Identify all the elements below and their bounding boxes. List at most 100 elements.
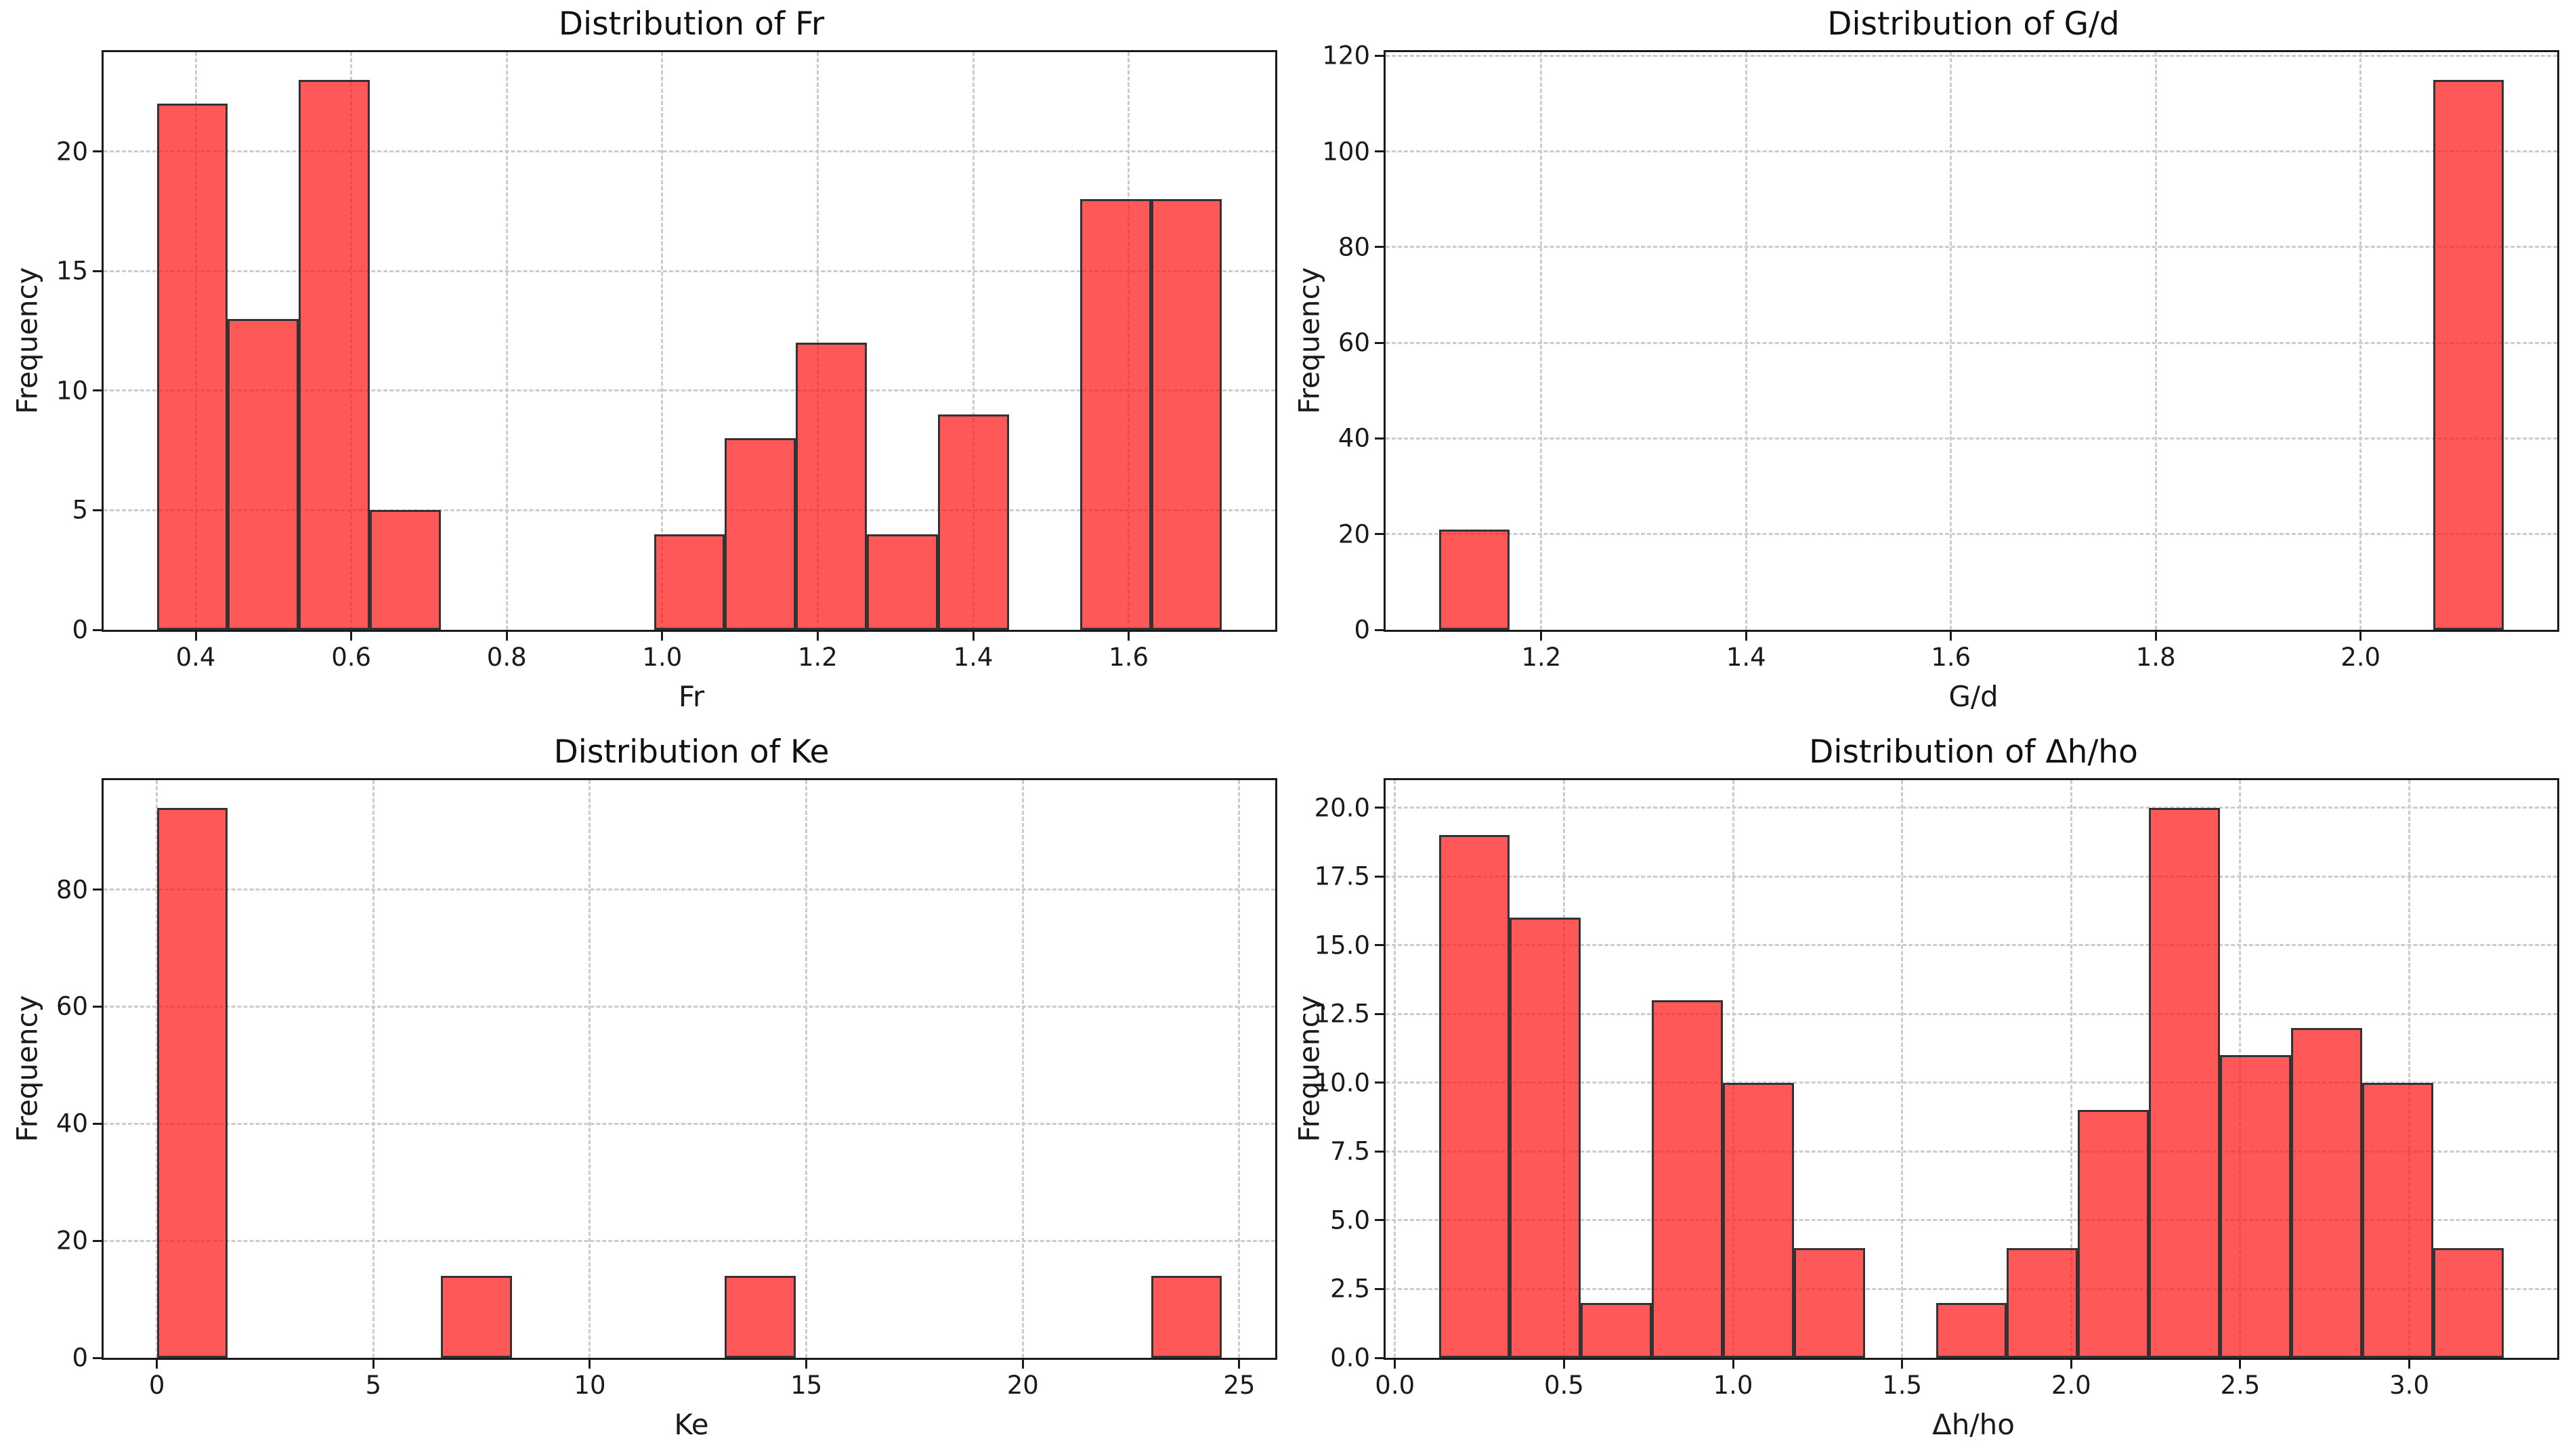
y-tick-mark — [93, 888, 102, 891]
histogram-bar — [1936, 1302, 2007, 1358]
x-tick-mark — [816, 632, 819, 641]
gridline-horizontal — [104, 389, 1275, 392]
y-tick-mark — [93, 150, 102, 153]
x-tick-mark — [2359, 632, 2362, 641]
histogram-bar — [1438, 529, 1510, 630]
gridline-horizontal — [1386, 1219, 2557, 1222]
y-tick-mark — [1375, 437, 1384, 440]
gridline-vertical — [1540, 52, 1543, 630]
y-tick-label: 20 — [56, 1226, 88, 1256]
gridline-horizontal — [104, 1239, 1275, 1242]
x-tick-mark — [1732, 1360, 1734, 1369]
histogram-bar — [867, 534, 938, 630]
x-tick-label: 2.5 — [2220, 1371, 2261, 1400]
gridline-vertical — [1238, 780, 1241, 1358]
gridline-horizontal — [1386, 1082, 2557, 1084]
histogram-bar — [156, 807, 228, 1358]
y-tick-mark — [1375, 1287, 1384, 1290]
gridline-vertical — [2154, 52, 2157, 630]
y-tick-label: 0 — [72, 615, 88, 645]
y-axis-label: Frequency — [10, 267, 44, 414]
x-tick-label: 15 — [790, 1371, 823, 1400]
y-tick-label: 20 — [56, 137, 88, 167]
x-tick-label: 0.0 — [1375, 1371, 1415, 1400]
x-tick-label: 0 — [148, 1371, 165, 1400]
x-tick-mark — [1128, 632, 1130, 641]
y-tick-label: 10 — [56, 376, 88, 406]
y-tick-label: 40 — [1338, 423, 1370, 453]
x-tick-mark — [1238, 1360, 1241, 1369]
x-tick-mark — [156, 1360, 158, 1369]
y-tick-mark — [1375, 1356, 1384, 1359]
gridline-vertical — [816, 52, 819, 630]
histogram-bar — [1793, 1247, 1865, 1358]
y-tick-label: 5 — [72, 495, 88, 525]
gridline-vertical — [1021, 780, 1024, 1358]
gridline-vertical — [1950, 52, 1952, 630]
histogram-bar — [796, 343, 868, 630]
histogram-bar — [725, 1276, 796, 1358]
histogram-bar — [370, 510, 442, 630]
y-tick-label: 12.5 — [1314, 999, 1370, 1029]
histogram-bar — [725, 438, 796, 630]
y-tick-mark — [1375, 628, 1384, 631]
y-tick-mark — [93, 628, 102, 631]
x-tick-mark — [1540, 632, 1543, 641]
x-axis-label: Δh/ho — [1932, 1408, 2015, 1441]
histogram-bar — [2433, 79, 2504, 630]
x-tick-mark — [2408, 1360, 2411, 1369]
x-tick-mark — [505, 632, 508, 641]
histogram-bar — [654, 534, 725, 630]
y-tick-label: 60 — [56, 991, 88, 1021]
y-tick-label: 20 — [1338, 519, 1370, 549]
y-tick-label: 0 — [72, 1343, 88, 1373]
histogram-bar — [2433, 1247, 2504, 1358]
x-tick-label: 1.6 — [1931, 643, 1971, 672]
x-tick-label: 1.8 — [2135, 643, 2176, 672]
histogram-bar — [299, 79, 370, 630]
x-tick-mark — [2070, 1360, 2072, 1369]
gridline-horizontal — [1386, 1150, 2557, 1153]
gridline-vertical — [661, 52, 664, 630]
gridline-horizontal — [1386, 1012, 2557, 1015]
plot-area — [102, 50, 1277, 632]
x-tick-mark — [2239, 1360, 2242, 1369]
y-tick-mark — [1375, 246, 1384, 249]
gridline-horizontal — [104, 150, 1275, 153]
y-tick-label: 0.0 — [1330, 1343, 1370, 1373]
histogram-bar — [156, 103, 228, 630]
y-tick-label: 120 — [1322, 41, 1370, 70]
chart-title: Distribution of Ke — [553, 733, 830, 771]
y-tick-mark — [93, 1239, 102, 1242]
x-tick-label: 0.8 — [486, 643, 527, 672]
x-tick-label: 0.5 — [1543, 1371, 1584, 1400]
y-tick-label: 100 — [1322, 137, 1370, 167]
x-tick-mark — [661, 632, 664, 641]
gridline-vertical — [505, 52, 508, 630]
y-tick-mark — [1375, 944, 1384, 947]
x-tick-mark — [194, 632, 197, 641]
x-tick-mark — [1901, 1360, 1904, 1369]
histogram-bar — [441, 1276, 512, 1358]
y-tick-mark — [93, 1005, 102, 1008]
x-tick-label: 0.4 — [175, 643, 216, 672]
x-tick-label: 20 — [1006, 1371, 1039, 1400]
chart-ke: Distribution of Ke Frequency Ke 0 20 40 60 8… — [0, 728, 1282, 1456]
y-tick-mark — [1375, 1012, 1384, 1015]
plot-area — [102, 778, 1277, 1360]
x-axis-label: Fr — [678, 680, 705, 713]
gridline-horizontal — [104, 888, 1275, 891]
y-tick-mark — [1375, 54, 1384, 57]
gridline-vertical — [2070, 780, 2072, 1358]
gridline-horizontal — [1386, 341, 2557, 344]
y-tick-label: 0 — [1354, 615, 1370, 645]
x-tick-mark — [972, 632, 975, 641]
x-tick-label: 25 — [1223, 1371, 1256, 1400]
x-axis-label: Ke — [674, 1408, 709, 1441]
chart-fr: Distribution of Fr Frequency Fr 0 5 10 15 20… — [0, 0, 1282, 728]
gridline-horizontal — [1386, 1287, 2557, 1290]
y-tick-label: 5.0 — [1330, 1205, 1370, 1235]
chart-dh-ho: Distribution of Δh/ho Frequency Δh/ho 0.… — [1282, 728, 2564, 1456]
x-tick-label: 1.4 — [953, 643, 993, 672]
